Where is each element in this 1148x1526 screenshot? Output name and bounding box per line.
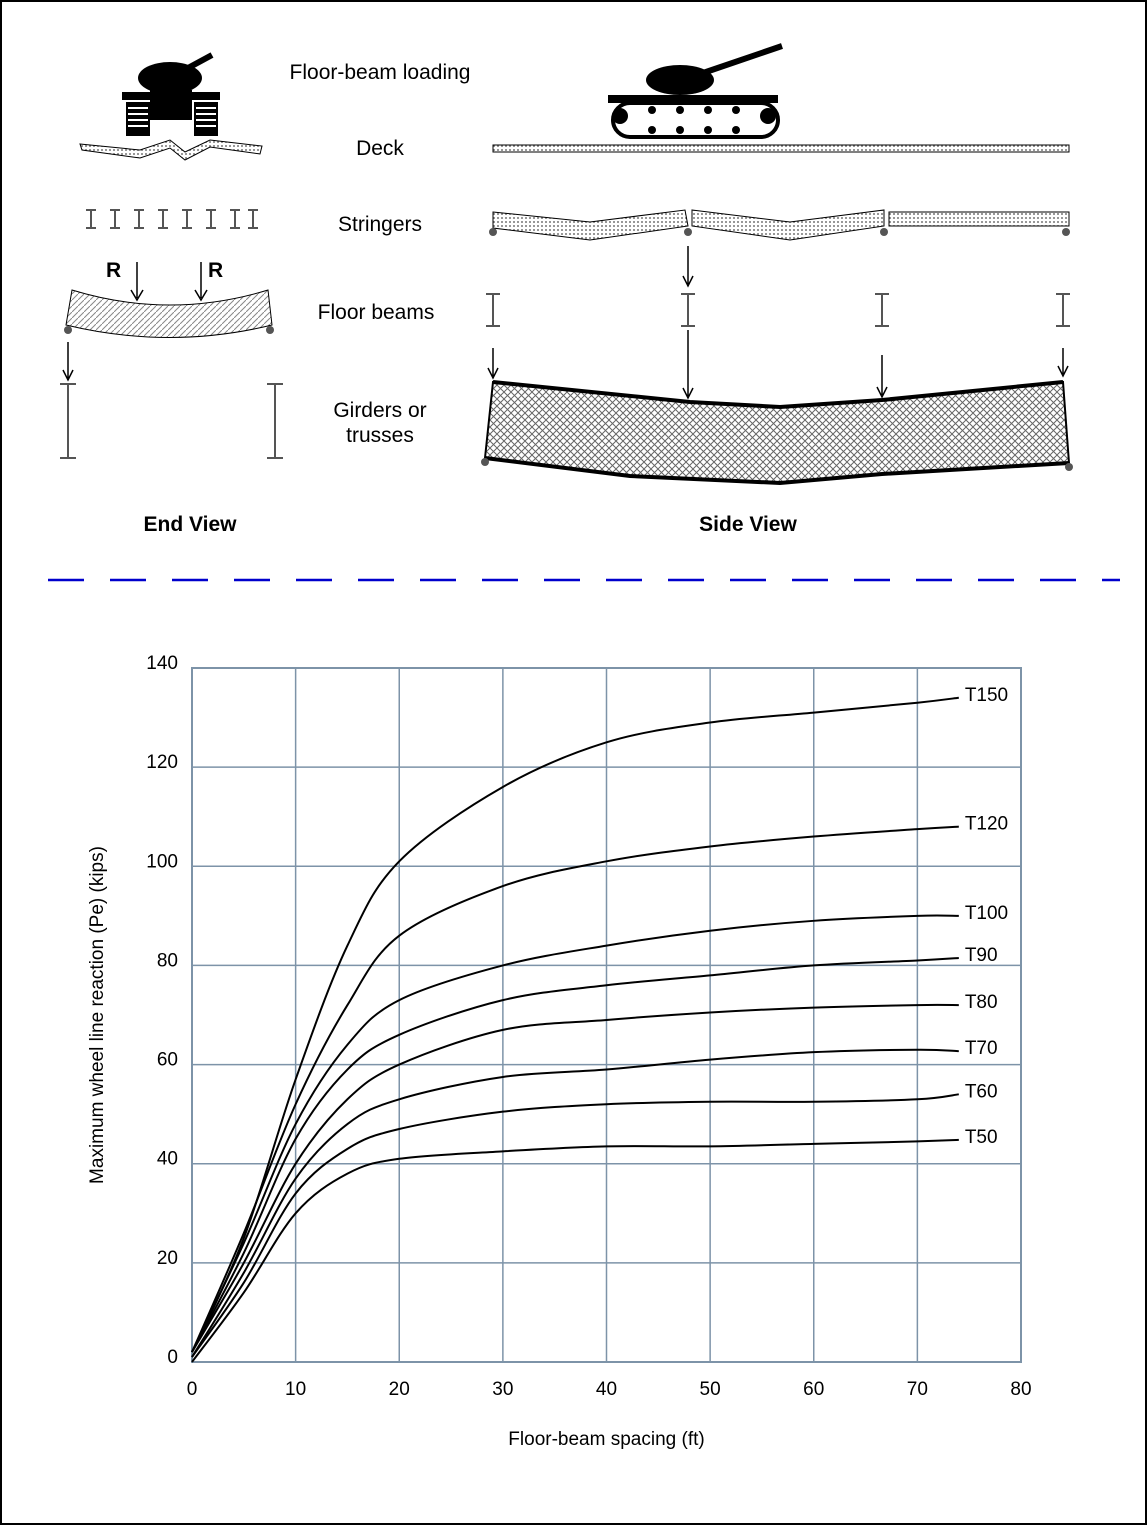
support (481, 458, 489, 466)
y-tick-label: 80 (157, 950, 178, 971)
series-label: T100 (965, 903, 1008, 924)
series-line (191, 1048, 959, 1358)
x-tick-label: 10 (285, 1379, 306, 1400)
label: Side View (699, 513, 797, 536)
y-axis-label: Maximum wheel line reaction (Pe) (kips) (87, 846, 108, 1184)
label: Deck (356, 137, 404, 160)
series-label: T70 (965, 1038, 998, 1059)
support (1065, 463, 1073, 471)
series-line (191, 956, 959, 1353)
plot-frame (191, 667, 1022, 1363)
stringers-end (86, 209, 258, 229)
label: R (208, 259, 224, 282)
deck-end (79, 139, 263, 161)
floor-beams-side (486, 293, 1070, 327)
series-line (191, 914, 959, 1353)
girders-end (60, 383, 283, 459)
x-tick-label: 0 (187, 1379, 198, 1400)
x-axis-label: Floor-beam spacing (ft) (508, 1429, 704, 1450)
stringers-side (489, 209, 1070, 241)
y-tick-label: 60 (157, 1050, 178, 1071)
deck-side (492, 144, 1070, 153)
series-label: T50 (965, 1127, 998, 1148)
label: Floor beams (317, 301, 435, 324)
series-label: T90 (965, 945, 998, 966)
x-tick-label: 80 (1010, 1379, 1031, 1400)
label: R (106, 259, 122, 282)
series-line (191, 1093, 959, 1358)
label: End View (143, 513, 237, 536)
series-label: T120 (965, 814, 1008, 835)
y-tick-label: 140 (146, 653, 178, 674)
load-arrows (487, 246, 1069, 400)
label: Stringers (337, 213, 423, 236)
series-line (191, 825, 959, 1353)
series-label: T60 (965, 1081, 998, 1102)
tank-end (122, 52, 220, 136)
x-tick-label: 70 (907, 1379, 928, 1400)
y-tick-label: 100 (146, 851, 178, 872)
y-tick-label: 20 (157, 1248, 178, 1269)
series-label: T150 (965, 685, 1008, 706)
x-tick-label: 40 (596, 1379, 617, 1400)
series-label: T80 (965, 992, 998, 1013)
girder-chords (484, 380, 1070, 486)
series-line (191, 1003, 959, 1353)
floor-beam-end (62, 262, 274, 382)
x-tick-label: 50 (700, 1379, 721, 1400)
tank-side (608, 43, 783, 139)
x-tick-label: 30 (492, 1379, 513, 1400)
label: Girders or trusses (333, 399, 427, 447)
label: Floor-beam loading (289, 61, 471, 84)
series-line (191, 696, 959, 1353)
series-line (191, 1138, 959, 1363)
y-tick-label: 0 (167, 1347, 178, 1368)
y-tick-label: 40 (157, 1149, 178, 1170)
x-tick-label: 20 (389, 1379, 410, 1400)
y-tick-label: 120 (146, 752, 178, 773)
x-tick-label: 60 (803, 1379, 824, 1400)
